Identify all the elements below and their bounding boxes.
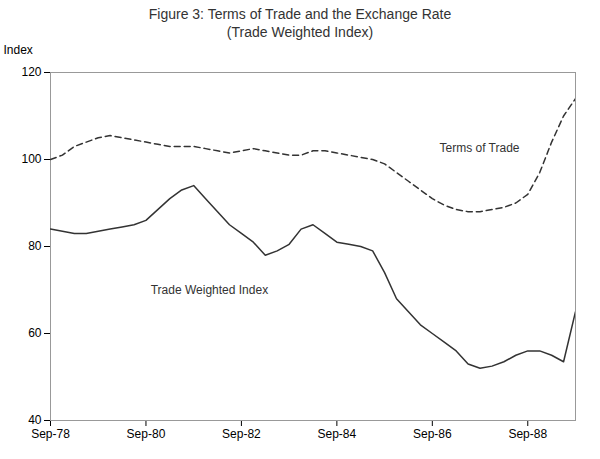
svg-text:Sep-78: Sep-78	[31, 427, 70, 441]
svg-text:60: 60	[28, 326, 42, 340]
svg-text:120: 120	[21, 65, 41, 79]
svg-text:80: 80	[28, 239, 42, 253]
svg-text:Sep-84: Sep-84	[318, 427, 357, 441]
svg-text:Trade Weighted Index: Trade Weighted Index	[151, 283, 268, 297]
svg-text:Sep-86: Sep-86	[413, 427, 452, 441]
svg-text:40: 40	[28, 413, 42, 427]
svg-text:Sep-82: Sep-82	[222, 427, 261, 441]
svg-text:Terms of Trade: Terms of Trade	[439, 141, 519, 155]
html-text:(Trade Weighted Index): (Trade Weighted Index)	[226, 24, 374, 40]
svg-text:100: 100	[21, 152, 41, 166]
svg-text:Sep-80: Sep-80	[127, 427, 166, 441]
html-text:Figure 3: Terms of Trade and t: Figure 3: Terms of Trade and the Exchang…	[148, 6, 452, 22]
svg-text:Index: Index	[4, 43, 33, 57]
svg-text:Sep-88: Sep-88	[508, 427, 547, 441]
